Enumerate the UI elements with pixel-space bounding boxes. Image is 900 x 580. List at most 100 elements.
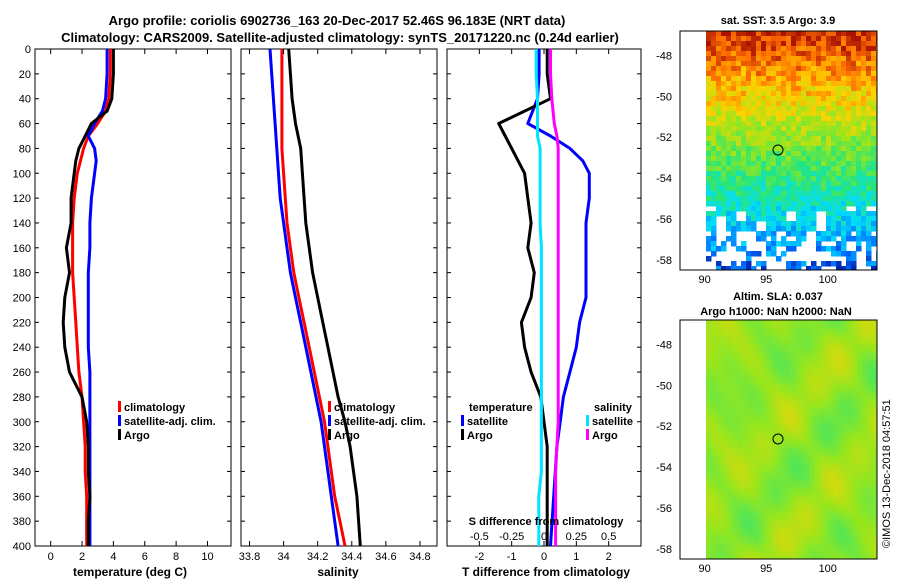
sla-cell	[762, 496, 767, 501]
sst-cell	[761, 201, 767, 207]
sla-cell	[738, 360, 743, 365]
sla-cell	[826, 404, 831, 409]
sla-cell	[722, 444, 727, 449]
sla-cell	[866, 424, 871, 429]
sst-cell	[766, 201, 772, 207]
sla-cell	[846, 344, 851, 349]
sst-cell	[841, 106, 847, 112]
sla-cell	[794, 428, 799, 433]
sla-cell	[758, 396, 763, 401]
sla-cell	[806, 332, 811, 337]
sst-cell	[741, 196, 747, 202]
sla-cell	[762, 448, 767, 453]
sla-cell	[838, 440, 843, 445]
sst-cell	[816, 51, 822, 57]
sla-cell	[766, 404, 771, 409]
sla-cell	[738, 468, 743, 473]
sla-cell	[870, 320, 875, 325]
sst-cell	[806, 81, 812, 87]
sla-cell	[870, 412, 875, 417]
sla-cell	[738, 364, 743, 369]
sla-cell	[782, 480, 787, 485]
sla-cell	[706, 444, 711, 449]
sla-cell	[782, 368, 787, 373]
sla-cell	[770, 552, 775, 557]
sla-cell	[758, 448, 763, 453]
sla-cell	[706, 500, 711, 505]
sst-cell	[771, 51, 777, 57]
sst-cell	[716, 191, 722, 197]
sst-cell	[816, 141, 822, 147]
sla-cell	[838, 484, 843, 489]
sla-cell	[822, 368, 827, 373]
sla-cell	[838, 480, 843, 485]
sla-cell	[810, 492, 815, 497]
sla-cell	[746, 456, 751, 461]
sst-cell	[766, 76, 772, 82]
sla-cell	[710, 320, 715, 325]
sst-cell	[816, 246, 822, 252]
sla-cell	[734, 456, 739, 461]
sst-cell	[746, 201, 752, 207]
sst-cell	[846, 121, 852, 127]
sla-cell	[862, 332, 867, 337]
sst-cell	[831, 126, 837, 132]
sla-cell	[850, 396, 855, 401]
sst-cell	[746, 56, 752, 62]
sla-cell	[742, 524, 747, 529]
sst-cell	[771, 151, 777, 157]
sst-cell	[861, 176, 867, 182]
sla-cell	[838, 540, 843, 545]
sst-cell	[851, 211, 857, 217]
sla-cell	[850, 480, 855, 485]
sla-cell	[766, 340, 771, 345]
sst-cell	[736, 61, 742, 67]
sla-cell	[838, 352, 843, 357]
sst-cell	[711, 156, 717, 162]
sla-cell	[786, 436, 791, 441]
sla-cell	[718, 492, 723, 497]
sst-cell	[786, 86, 792, 92]
sla-cell	[814, 380, 819, 385]
sst-cell	[821, 76, 827, 82]
sla-cell	[854, 468, 859, 473]
sst-cell	[746, 76, 752, 82]
sla-cell	[842, 444, 847, 449]
sla-cell	[798, 344, 803, 349]
sst-cell	[836, 101, 842, 107]
sla-cell	[714, 544, 719, 549]
sst-cell	[831, 86, 837, 92]
sla-cell	[758, 348, 763, 353]
sst-cell	[791, 71, 797, 77]
sla-cell	[834, 520, 839, 525]
sst-cell	[811, 226, 817, 232]
sla-cell	[770, 324, 775, 329]
sla-cell	[778, 372, 783, 377]
sla-cell	[798, 432, 803, 437]
sla-cell	[862, 376, 867, 381]
sla-cell	[730, 544, 735, 549]
sla-cell	[874, 412, 877, 417]
sla-cell	[850, 524, 855, 529]
sst-cell	[706, 51, 712, 57]
sla-cell	[810, 464, 815, 469]
sla-cell	[734, 352, 739, 357]
sla-cell	[862, 352, 867, 357]
sst-cell	[741, 111, 747, 117]
sla-cell	[762, 412, 767, 417]
sst-cell	[796, 126, 802, 132]
temperature-xtick-label: 8	[173, 551, 179, 563]
sla-cell	[838, 364, 843, 369]
sla-cell	[874, 508, 877, 513]
sla-cell	[742, 396, 747, 401]
sla-cell	[778, 492, 783, 497]
sla-cell	[874, 528, 877, 533]
depth-tick-label: 320	[13, 442, 31, 454]
sst-cell	[721, 61, 727, 67]
sst-cell	[711, 66, 717, 72]
sst-cell	[766, 121, 772, 127]
sla-cell	[826, 524, 831, 529]
sla-cell	[826, 344, 831, 349]
sla-cell	[774, 416, 779, 421]
sst-cell	[871, 241, 877, 247]
